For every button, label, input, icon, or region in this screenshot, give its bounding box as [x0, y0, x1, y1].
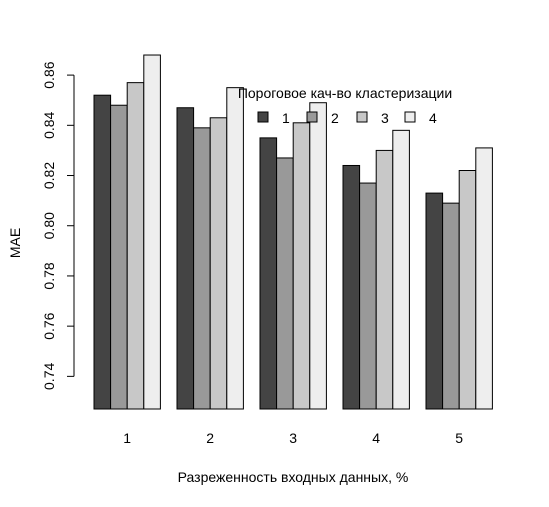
legend-label-1: 1: [282, 110, 290, 126]
y-tick-label: 0.86: [41, 61, 57, 88]
x-tick-label: 2: [206, 430, 214, 446]
legend-title: Пороговое кач-во кластеризации: [238, 85, 452, 101]
y-tick-label: 0.76: [41, 312, 57, 339]
y-tick-label: 0.78: [41, 262, 57, 289]
bar-cat2-series2: [193, 127, 211, 410]
legend-swatch-1: [257, 111, 269, 123]
bar-cat4-series2: [359, 182, 377, 410]
bar-cat4-series3: [375, 149, 394, 410]
y-tick-label: 0.80: [41, 212, 57, 239]
bar-cat2-series3: [209, 117, 228, 410]
x-tick-label: 1: [123, 430, 131, 446]
bar-cat5-series3: [458, 170, 477, 410]
bar-cat3-series2: [276, 157, 294, 410]
bars-layer: [93, 54, 493, 410]
bar-cat1-series2: [110, 104, 128, 410]
legend-label-2: 2: [331, 110, 339, 126]
legend-label-4: 4: [429, 110, 437, 126]
bar-cat3-series4: [309, 102, 327, 410]
x-tick-label: 4: [372, 430, 380, 446]
x-axis: 1 2 3 4 5: [123, 430, 463, 446]
y-tick-label: 0.74: [41, 363, 57, 390]
x-tick-label: 3: [289, 430, 297, 446]
legend-swatch-4: [404, 111, 416, 123]
y-axis-label: MAE: [7, 228, 23, 258]
bar-cat5-series4: [475, 147, 493, 410]
legend-swatch-2: [306, 111, 318, 123]
bar-cat1-series1: [93, 94, 112, 410]
y-axis: 0.74 0.76 0.78 0.80 0.82 0.84 0.86: [41, 61, 75, 390]
y-tick-label: 0.82: [41, 162, 57, 189]
bar-cat5-series2: [442, 202, 460, 410]
x-tick-label: 5: [455, 430, 463, 446]
x-axis-label: Разреженность входных данных, %: [178, 469, 409, 485]
bar-cat1-series3: [126, 82, 145, 410]
bar-cat4-series1: [342, 164, 361, 410]
bar-cat4-series4: [392, 129, 410, 410]
bar-cat3-series3: [292, 122, 311, 410]
y-tick-label: 0.84: [41, 111, 57, 138]
legend-swatch-3: [356, 111, 368, 123]
bar-cat1-series4: [143, 54, 161, 410]
legend: Пороговое кач-во кластеризации 1 2 3 4: [238, 85, 452, 126]
bar-cat3-series1: [259, 137, 278, 410]
bar-cat2-series1: [176, 107, 195, 410]
bar-cat5-series1: [425, 192, 444, 410]
bar-cat2-series4: [226, 87, 244, 410]
legend-label-3: 3: [381, 110, 389, 126]
